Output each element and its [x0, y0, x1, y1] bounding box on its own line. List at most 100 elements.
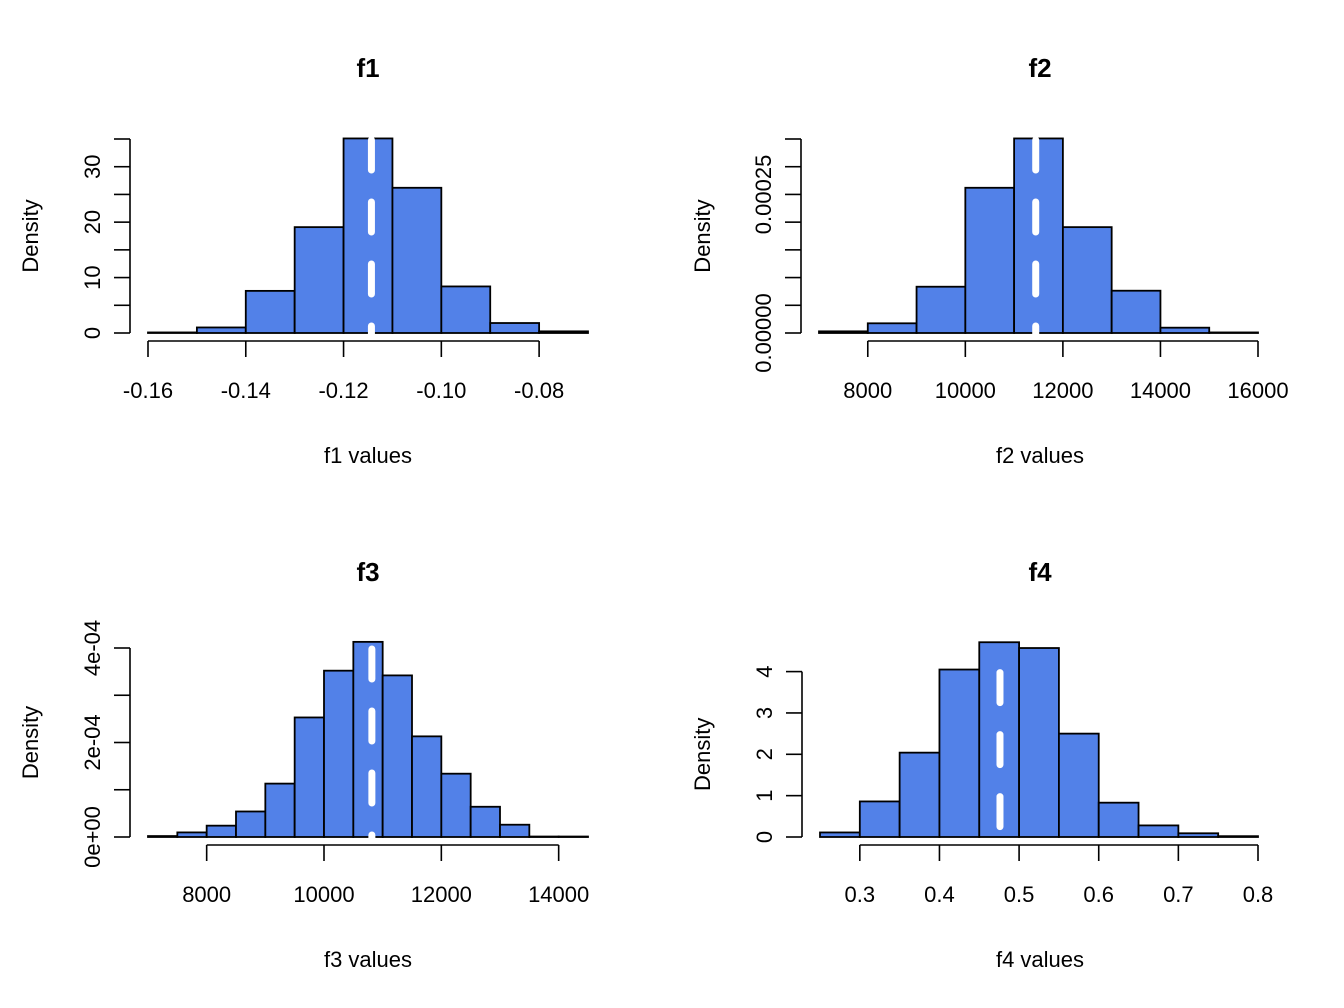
histogram-bar	[898, 751, 941, 838]
histogram-bar	[411, 735, 443, 838]
bars	[818, 137, 1259, 334]
histogram-bar	[440, 285, 492, 334]
y-tick-label: 1	[752, 790, 777, 802]
x-tick-label: 0.6	[1083, 882, 1114, 907]
x-tick-label: 12000	[1032, 378, 1093, 403]
y-axis-label: Density	[690, 199, 715, 272]
histogram-bar	[323, 669, 355, 838]
x-tick-label: 0.3	[845, 882, 876, 907]
x-tick-label: -0.16	[123, 378, 173, 403]
x-axis-label: f3 values	[324, 947, 412, 972]
histogram-bar	[352, 640, 384, 838]
histogram-bar	[293, 226, 345, 334]
panel-f4: f4 0 1 2 3 4 0.3 0.4 0.5 0.6 0.7 0.8 f4 values Densit…	[690, 557, 1273, 972]
x-tick-label: -0.12	[318, 378, 368, 403]
chart-title: f2	[1028, 53, 1051, 83]
chart-title: f4	[1028, 557, 1052, 587]
y-tick-label: 20	[80, 210, 105, 234]
x-axis-label: f2 values	[996, 443, 1084, 468]
histogram-bar	[858, 800, 901, 838]
x-tick-label: 10000	[293, 882, 354, 907]
x-tick-label: 0.7	[1163, 882, 1194, 907]
histogram-bar	[938, 668, 981, 838]
chart-title: f1	[356, 53, 379, 83]
x-tick-label: 8000	[182, 882, 231, 907]
x-tick-label: 10000	[935, 378, 996, 403]
x-tick-label: 14000	[1130, 378, 1191, 403]
histogram-bar	[293, 716, 325, 838]
x-tick-label: 16000	[1227, 378, 1288, 403]
histogram-bar	[528, 835, 560, 838]
histogram-bar	[381, 674, 413, 838]
x-axis: -0.16 -0.14 -0.12 -0.10 -0.08	[123, 340, 564, 403]
histogram-bar	[1110, 289, 1162, 334]
x-tick-label: 12000	[411, 882, 472, 907]
histogram-bar	[391, 186, 443, 334]
x-axis-label: f1 values	[324, 443, 412, 468]
x-tick-label: 0.8	[1243, 882, 1274, 907]
bars	[147, 137, 589, 334]
y-tick-label: 0e+00	[80, 806, 105, 868]
histogram-bar	[1177, 832, 1220, 838]
histogram-bar	[205, 824, 237, 838]
histogram-bar	[489, 322, 541, 334]
histogram-bar	[1058, 732, 1100, 838]
bars	[819, 641, 1259, 838]
y-axis-label: Density	[690, 718, 715, 791]
y-axis-label: Density	[18, 199, 43, 272]
histogram-bar	[1018, 647, 1060, 838]
x-tick-label: 14000	[528, 882, 589, 907]
histogram-bar	[342, 137, 394, 334]
x-axis: 8000 10000 12000 14000 16000	[843, 340, 1289, 403]
histogram-bar	[469, 805, 501, 838]
y-tick-label: 30	[80, 154, 105, 178]
y-axis: 0e+00 2e-04 4e-04	[80, 620, 131, 868]
y-tick-label: 2	[752, 748, 777, 760]
histogram-bar	[818, 330, 869, 334]
y-axis-label: Density	[18, 706, 43, 779]
y-tick-label: 10	[80, 265, 105, 289]
x-tick-label: 0.4	[924, 882, 955, 907]
histogram-bar	[195, 326, 247, 334]
histogram-bar	[147, 331, 198, 334]
y-tick-label: 0	[752, 831, 777, 843]
histogram-bar	[964, 186, 1016, 334]
bars	[147, 640, 589, 838]
y-tick-label: 0.00000	[751, 293, 776, 373]
y-axis: 0 1 2 3 4	[752, 665, 803, 843]
histogram-bar	[1217, 835, 1259, 838]
histogram-bar	[235, 810, 267, 838]
histogram-bar	[499, 823, 531, 838]
histogram-bar	[557, 835, 589, 838]
histogram-bar	[244, 289, 296, 334]
panel-f1: f1 0 10 20 30 -0.16 -0.14 -0.12 -0.10 -0.08 f1 val…	[18, 53, 589, 468]
histogram-bar	[819, 831, 861, 838]
chart-title: f3	[356, 557, 379, 587]
y-tick-label: 4	[752, 665, 777, 677]
histogram-bar	[264, 782, 296, 838]
histogram-bar	[1208, 331, 1259, 334]
histogram-bar	[1097, 801, 1140, 838]
x-axis: 8000 10000 12000 14000	[182, 844, 589, 907]
histogram-bar	[1159, 326, 1211, 334]
y-tick-label: 2e-04	[80, 714, 105, 770]
x-tick-label: -0.14	[221, 378, 271, 403]
x-axis-label: f4 values	[996, 947, 1084, 972]
x-tick-label: 8000	[843, 378, 892, 403]
histogram-bar	[1061, 226, 1113, 334]
x-tick-label: -0.10	[416, 378, 466, 403]
panel-f3: f3 0e+00 2e-04 4e-04 8000 10000 12000 14000 f3 v…	[18, 557, 589, 972]
histogram-bar	[176, 831, 208, 838]
x-tick-label: -0.08	[514, 378, 564, 403]
histogram-bar	[147, 835, 179, 838]
x-tick-label: 0.5	[1004, 882, 1035, 907]
histogram-bar	[866, 322, 918, 334]
y-axis: 0.00000 0.00025	[751, 138, 802, 373]
y-axis: 0 10 20 30	[80, 138, 131, 339]
y-tick-label: 0	[80, 327, 105, 339]
histogram-bar	[440, 772, 472, 838]
y-tick-label: 0.00025	[751, 155, 776, 235]
histogram-bar	[915, 285, 967, 334]
histogram-bar	[538, 330, 589, 334]
